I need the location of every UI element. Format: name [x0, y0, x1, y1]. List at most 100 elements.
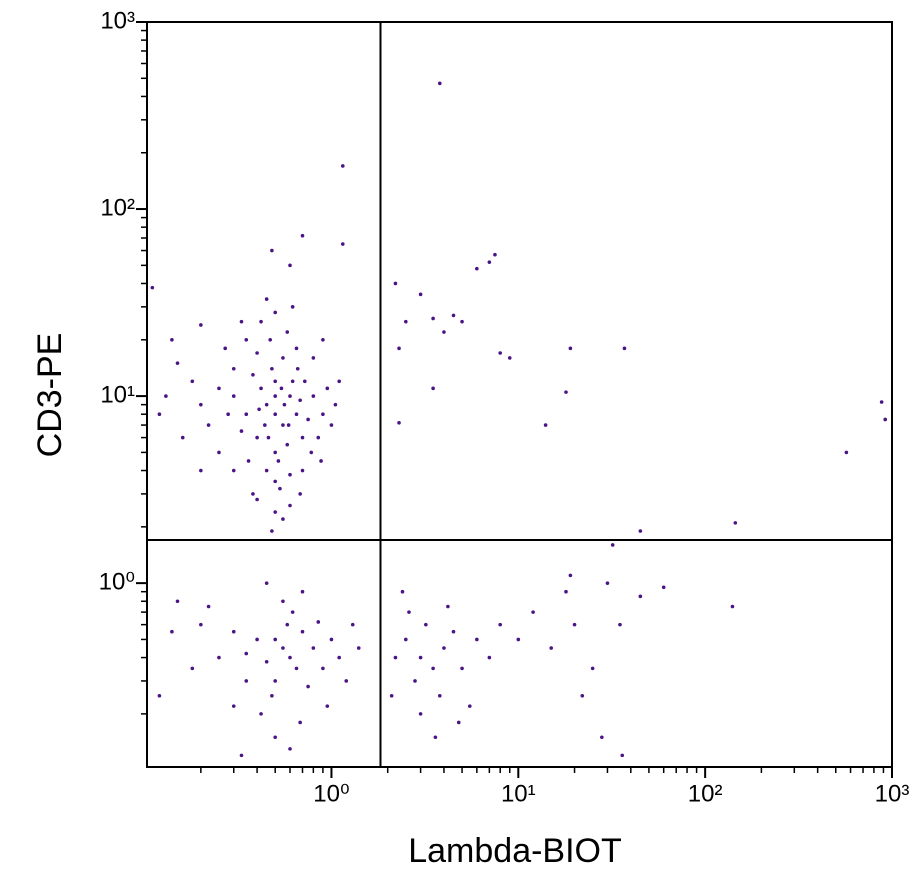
data-point [437, 693, 442, 698]
data-point [325, 386, 330, 391]
data-point [170, 629, 174, 634]
data-point [306, 684, 310, 689]
data-point [170, 337, 174, 342]
data-point [498, 622, 502, 627]
data-point [259, 386, 263, 391]
data-point [460, 319, 464, 324]
data-point [281, 423, 285, 427]
data-point [246, 459, 251, 463]
data-point [281, 517, 285, 521]
data-point [255, 637, 259, 642]
data-point [638, 594, 643, 599]
data-point [321, 412, 325, 417]
data-point [531, 610, 535, 614]
y-axis-label: CD3-PE [31, 333, 69, 458]
data-point [397, 420, 401, 425]
data-point [273, 450, 278, 455]
data-point [288, 472, 292, 477]
data-point [321, 337, 325, 342]
data-point [413, 679, 417, 683]
data-point [487, 655, 492, 660]
data-point [300, 629, 305, 634]
data-point [223, 346, 228, 351]
data-point [475, 637, 479, 642]
y-tick-label: 10³ [100, 7, 135, 34]
data-point [270, 693, 274, 698]
data-point [389, 693, 394, 698]
data-point [302, 379, 307, 384]
data-point [157, 693, 162, 698]
data-point [295, 366, 300, 371]
data-point [605, 581, 610, 585]
data-point [350, 622, 355, 627]
data-point [498, 351, 502, 355]
data-point [270, 529, 274, 533]
data-point [273, 310, 278, 315]
data-point [239, 319, 244, 324]
data-point [356, 646, 361, 650]
data-point [460, 666, 464, 671]
data-point [431, 666, 435, 671]
data-point [290, 379, 295, 384]
data-point [475, 266, 479, 271]
data-point [564, 589, 568, 594]
data-point [157, 412, 162, 417]
data-point [231, 704, 236, 708]
data-point [270, 366, 274, 371]
x-tick-label: 10² [688, 780, 723, 807]
data-point [325, 704, 330, 708]
data-point [273, 735, 278, 740]
data-point [290, 305, 295, 309]
data-point [393, 281, 398, 286]
data-point [175, 361, 180, 365]
data-point [217, 386, 221, 391]
data-point [231, 366, 236, 371]
data-point [316, 435, 321, 440]
data-point [730, 604, 735, 609]
data-point [620, 753, 625, 758]
data-point [281, 646, 285, 650]
data-point [278, 486, 282, 491]
data-point [442, 330, 446, 334]
data-point [418, 712, 423, 716]
data-point [638, 529, 643, 533]
data-point [311, 394, 316, 398]
data-point [199, 468, 203, 473]
data-point [239, 429, 244, 433]
data-point [306, 417, 310, 422]
data-point [397, 346, 401, 351]
data-point [255, 435, 259, 440]
x-tick-label: 10³ [875, 780, 910, 807]
data-point [273, 479, 278, 484]
data-point [568, 346, 573, 351]
data-point [600, 735, 604, 740]
data-point [618, 622, 622, 627]
data-point [244, 679, 249, 683]
data-point [206, 423, 211, 427]
data-point [285, 622, 290, 627]
data-point [568, 573, 573, 578]
data-point [273, 394, 278, 398]
data-point [610, 543, 615, 547]
data-point [264, 402, 269, 407]
data-point [879, 400, 884, 404]
data-point [493, 252, 497, 257]
data-point [337, 379, 341, 384]
y-tick-label: 10² [100, 194, 135, 221]
data-point [407, 610, 411, 614]
data-point [264, 297, 269, 301]
data-point [231, 394, 236, 398]
data-point [516, 637, 521, 642]
data-point [298, 492, 302, 496]
data-point [661, 585, 666, 590]
data-point [311, 356, 316, 360]
data-point [288, 263, 292, 268]
data-point [199, 402, 203, 407]
x-axis-label: Lambda-BIOT [408, 832, 622, 870]
data-point [150, 285, 155, 290]
data-point [175, 599, 180, 604]
data-point [273, 412, 278, 417]
data-point [883, 417, 888, 422]
data-point [273, 379, 278, 384]
